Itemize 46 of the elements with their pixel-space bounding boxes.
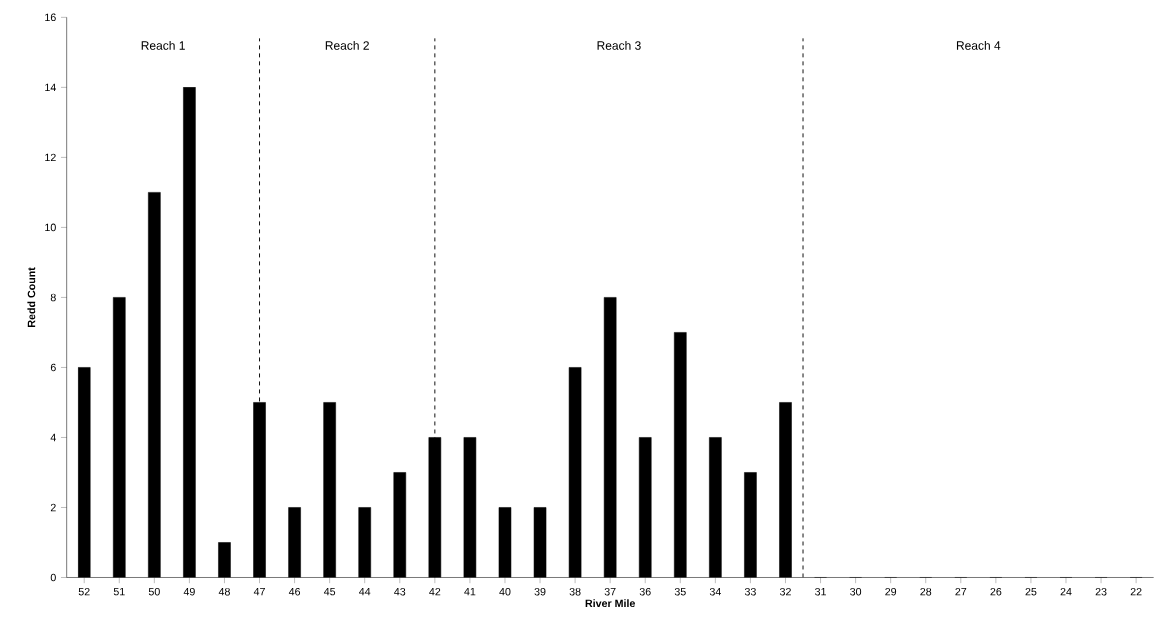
x-tick-label: 30 [850,588,862,596]
annotation: Reach 2 [325,41,369,50]
x-tick-label: 33 [744,588,756,596]
y-tick-label: 0 [50,573,56,582]
x-tick-label: 31 [815,588,826,596]
x-tick-label: 26 [990,588,1002,596]
x-tick-label: 22 [1130,588,1142,596]
x-tick-label: 47 [253,588,265,596]
x-tick-label: 34 [709,588,721,596]
x-tick-label: 42 [429,588,441,596]
x-tick-label: 27 [955,588,967,596]
x-axis-title: River Mile [585,599,635,608]
x-tick-label: 38 [569,588,581,596]
annotation: Reach 1 [141,41,185,50]
x-tick-label: 23 [1095,588,1107,596]
x-tick-label: 39 [534,588,546,596]
x-tick-label: 50 [148,588,160,596]
y-tick-label: 10 [45,223,56,232]
y-tick-label: 14 [45,83,56,92]
x-tick-label: 29 [885,588,897,596]
annotation: Reach 4 [956,41,1001,50]
y-axis-title: Redd Count [27,267,36,328]
x-tick-label: 25 [1025,588,1037,596]
y-tick-label: 6 [50,363,56,372]
x-tick-label: 43 [394,588,406,596]
y-tick-label: 16 [45,13,56,22]
x-tick-label: 48 [218,588,230,596]
x-tick-label: 41 [464,588,476,596]
x-tick-label: 44 [359,588,371,596]
y-tick-label: 8 [50,293,56,302]
x-tick-label: 28 [920,588,932,596]
x-tick-label: 45 [323,588,336,596]
x-tick-label: 51 [113,588,125,596]
x-tick-label: 24 [1060,588,1072,596]
x-tick-label: 49 [183,588,195,596]
y-tick-label: 12 [45,153,56,162]
y-tick-label: 2 [50,503,56,512]
x-tick-label: 35 [674,588,686,596]
x-tick-label: 37 [604,588,616,596]
x-tick-label: 36 [639,588,651,596]
x-tick-label: 32 [779,588,791,596]
x-tick-label: 52 [78,588,90,596]
x-tick-label: 40 [499,588,511,596]
x-tick-label: 46 [288,588,301,596]
annotation: Reach 3 [597,41,641,50]
y-tick-label: 4 [50,434,56,442]
